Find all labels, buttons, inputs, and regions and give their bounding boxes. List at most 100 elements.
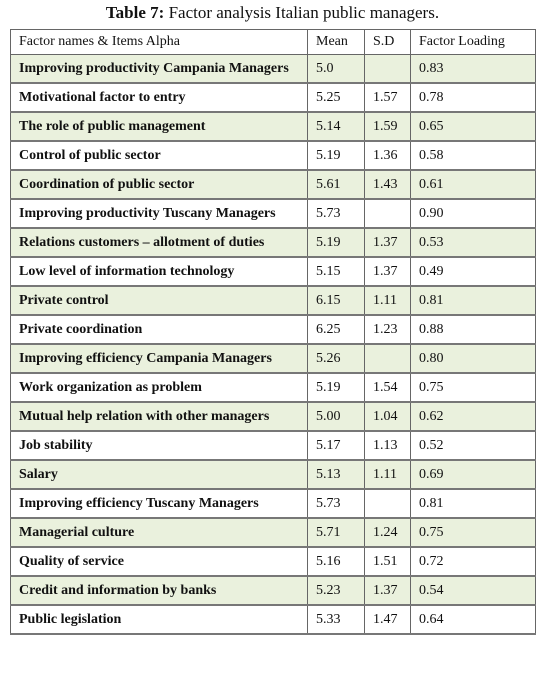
loading-cell: 0.49: [410, 256, 536, 287]
sd-cell: 1.04: [364, 401, 411, 432]
name-cell: Credit and information by banks: [10, 575, 308, 606]
header-cell: Factor names & Items Alpha: [10, 29, 308, 55]
loading-cell: 0.69: [410, 459, 536, 490]
name-cell: Job stability: [10, 430, 308, 461]
sd-cell: 1.37: [364, 575, 411, 606]
table-row: Job stability 5.17 1.13 0.52: [10, 430, 536, 461]
sd-cell: 1.57: [364, 82, 411, 113]
table: Factor names & Items Alpha Mean S.D Factor …: [10, 29, 536, 635]
name-cell: Improving productivity Campania Managers: [10, 54, 308, 84]
loading-cell: 0.81: [410, 488, 536, 519]
name-cell: Control of public sector: [10, 140, 308, 171]
mean-cell: 5.0: [307, 54, 365, 84]
name-cell: Low level of information technology: [10, 256, 308, 287]
loading-cell: 0.81: [410, 285, 536, 316]
mean-cell: 5.25: [307, 82, 365, 113]
mean-cell: 6.25: [307, 314, 365, 345]
table-row: Mutual help relation with other managers…: [10, 401, 536, 432]
sd-cell: 1.11: [364, 459, 411, 490]
caption-text: Factor analysis Italian public managers.: [168, 3, 440, 22]
mean-cell: 5.16: [307, 546, 365, 577]
table-row: Credit and information by banks 5.23 1.37 0…: [10, 575, 536, 606]
loading-cell: 0.52: [410, 430, 536, 461]
table-row: Improving productivity Tuscany Managers 5…: [10, 198, 536, 229]
table-row: Improving efficiency Tuscany Managers 5.7…: [10, 488, 536, 519]
sd-cell: 1.23: [364, 314, 411, 345]
loading-cell: 0.90: [410, 198, 536, 229]
sd-cell: 1.51: [364, 546, 411, 577]
name-cell: The role of public management: [10, 111, 308, 142]
header-cell: S.D: [364, 29, 411, 55]
sd-cell: 1.59: [364, 111, 411, 142]
loading-cell: 0.65: [410, 111, 536, 142]
name-cell: Coordination of public sector: [10, 169, 308, 200]
table-row: Salary 5.13 1.11 0.69: [10, 459, 536, 490]
name-cell: Improving efficiency Tuscany Managers: [10, 488, 308, 519]
mean-cell: 5.73: [307, 488, 365, 519]
mean-cell: 5.17: [307, 430, 365, 461]
loading-cell: 0.80: [410, 343, 536, 374]
name-cell: Salary: [10, 459, 308, 490]
header-cell: Mean: [307, 29, 365, 55]
header-row: Factor names & Items Alpha Mean S.D Factor …: [10, 29, 536, 55]
sd-cell: 1.11: [364, 285, 411, 316]
table-row: Work organization as problem 5.19 1.54 0.75: [10, 372, 536, 403]
mean-cell: 5.00: [307, 401, 365, 432]
loading-cell: 0.88: [410, 314, 536, 345]
caption: Table 7: Factor analysis Italian public …: [0, 0, 545, 28]
name-cell: Relations customers – allotment of dutie…: [10, 227, 308, 258]
table-row: Managerial culture 5.71 1.24 0.75: [10, 517, 536, 548]
loading-cell: 0.61: [410, 169, 536, 200]
mean-cell: 6.15: [307, 285, 365, 316]
loading-cell: 0.78: [410, 82, 536, 113]
name-cell: Motivational factor to entry: [10, 82, 308, 113]
loading-cell: 0.75: [410, 517, 536, 548]
sd-cell: 1.37: [364, 227, 411, 258]
loading-cell: 0.64: [410, 604, 536, 635]
mean-cell: 5.14: [307, 111, 365, 142]
sd-cell: [364, 343, 411, 374]
table-row: Control of public sector 5.19 1.36 0.58: [10, 140, 536, 171]
header-cell: Factor Loading: [410, 29, 536, 55]
loading-cell: 0.62: [410, 401, 536, 432]
name-cell: Public legislation: [10, 604, 308, 635]
sd-cell: 1.36: [364, 140, 411, 171]
sd-cell: 1.37: [364, 256, 411, 287]
mean-cell: 5.15: [307, 256, 365, 287]
table-row: Improving efficiency Campania Managers 5.…: [10, 343, 536, 374]
table-row: Improving productivity Campania Managers…: [10, 54, 536, 84]
name-cell: Work organization as problem: [10, 372, 308, 403]
name-cell: Private coordination: [10, 314, 308, 345]
loading-cell: 0.75: [410, 372, 536, 403]
sd-cell: [364, 54, 411, 84]
table-row: Motivational factor to entry 5.25 1.57 0.78: [10, 82, 536, 113]
table-row: Public legislation 5.33 1.47 0.64: [10, 604, 536, 635]
name-cell: Quality of service: [10, 546, 308, 577]
name-cell: Mutual help relation with other managers: [10, 401, 308, 432]
name-cell: Private control: [10, 285, 308, 316]
table-row: Quality of service 5.16 1.51 0.72: [10, 546, 536, 577]
sd-cell: 1.24: [364, 517, 411, 548]
sd-cell: 1.13: [364, 430, 411, 461]
name-cell: Improving productivity Tuscany Managers: [10, 198, 308, 229]
caption-label: Table 7:: [105, 3, 165, 22]
mean-cell: 5.33: [307, 604, 365, 635]
mean-cell: 5.19: [307, 227, 365, 258]
mean-cell: 5.13: [307, 459, 365, 490]
table-row: Relations customers – allotment of dutie…: [10, 227, 536, 258]
mean-cell: 5.19: [307, 140, 365, 171]
loading-cell: 0.54: [410, 575, 536, 606]
table-row: Private coordination 6.25 1.23 0.88: [10, 314, 536, 345]
table-row: Private control 6.15 1.11 0.81: [10, 285, 536, 316]
loading-cell: 0.53: [410, 227, 536, 258]
mean-cell: 5.23: [307, 575, 365, 606]
loading-cell: 0.58: [410, 140, 536, 171]
name-cell: Managerial culture: [10, 517, 308, 548]
table-row: Low level of information technology 5.15 1…: [10, 256, 536, 287]
mean-cell: 5.26: [307, 343, 365, 374]
mean-cell: 5.73: [307, 198, 365, 229]
mean-cell: 5.71: [307, 517, 365, 548]
mean-cell: 5.61: [307, 169, 365, 200]
table-row: The role of public management 5.14 1.59 0.6…: [10, 111, 536, 142]
